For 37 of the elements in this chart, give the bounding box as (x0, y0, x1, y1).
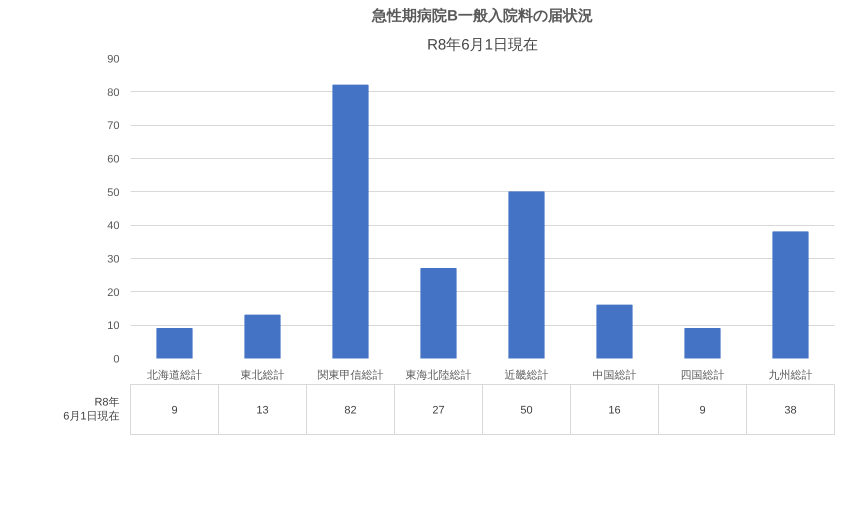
y-tick-label: 90 (107, 54, 120, 66)
data-label: 82 (344, 404, 357, 416)
data-label: 27 (432, 404, 445, 416)
data-label: 9 (171, 404, 178, 416)
y-tick-label: 30 (107, 254, 120, 266)
y-tick-label: 50 (107, 186, 120, 199)
y-tick-label: 10 (107, 320, 120, 332)
chart-subtitle: R8年6月1日現在 (427, 36, 538, 54)
data-label: 38 (784, 404, 797, 416)
x-tick-label: 東海北陸総計 (406, 368, 472, 382)
bar (772, 231, 809, 358)
y-tick-label: 20 (107, 286, 120, 299)
y-tick-label: 70 (107, 120, 120, 132)
bar (244, 314, 281, 358)
bar (508, 191, 545, 358)
x-tick-label: 東北総計 (240, 368, 284, 382)
bar (420, 268, 457, 358)
x-tick-label: 北海道総計 (147, 368, 202, 382)
data-label: 50 (520, 404, 533, 416)
x-tick-label: 四国総計 (680, 368, 724, 382)
y-tick-label: 40 (107, 220, 120, 232)
x-tick-label: 関東甲信総計 (318, 368, 384, 382)
x-tick-label: 近畿総計 (504, 368, 548, 382)
bar (684, 328, 721, 358)
text: R8年 6月1日現在 (63, 396, 120, 423)
data-label: 16 (608, 404, 621, 416)
y-tick-label: 80 (107, 86, 120, 99)
bar (596, 304, 633, 358)
x-tick-label: 中国総計 (592, 368, 636, 382)
y-tick-label: 60 (107, 154, 120, 166)
chart-title: 急性期病院B一般入院料の届状況 (371, 8, 593, 24)
data-label: 13 (256, 404, 269, 416)
data-label: 9 (699, 404, 706, 416)
bar (332, 84, 369, 358)
bar (156, 328, 193, 358)
y-tick-label: 0 (113, 354, 120, 366)
x-tick-label: 九州総計 (768, 368, 812, 382)
